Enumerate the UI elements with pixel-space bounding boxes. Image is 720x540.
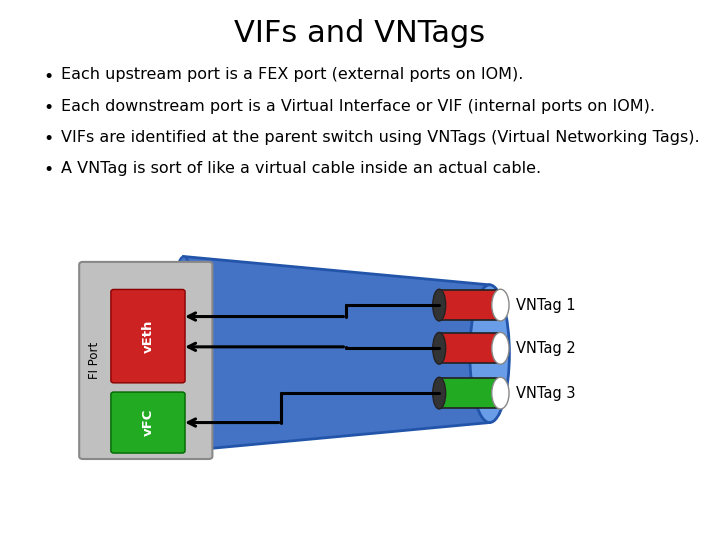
Ellipse shape <box>470 285 510 422</box>
Text: VNTag 3: VNTag 3 <box>516 386 576 401</box>
FancyBboxPatch shape <box>111 289 185 383</box>
FancyBboxPatch shape <box>79 262 212 459</box>
Text: FI Port: FI Port <box>88 342 101 379</box>
Bar <box>439 290 500 320</box>
Text: Each downstream port is a Virtual Interface or VIF (internal ports on IOM).: Each downstream port is a Virtual Interf… <box>61 99 655 114</box>
Text: Each upstream port is a FEX port (external ports on IOM).: Each upstream port is a FEX port (extern… <box>61 68 523 83</box>
Text: A VNTag is sort of like a virtual cable inside an actual cable.: A VNTag is sort of like a virtual cable … <box>61 161 541 177</box>
Ellipse shape <box>433 333 446 364</box>
Text: •: • <box>43 130 53 148</box>
Bar <box>439 378 500 408</box>
Text: VNTag 1: VNTag 1 <box>516 298 576 313</box>
Polygon shape <box>184 256 490 451</box>
Text: VIFs and VNTags: VIFs and VNTags <box>235 19 485 48</box>
Text: •: • <box>43 161 53 179</box>
Ellipse shape <box>492 333 509 364</box>
Text: vFC: vFC <box>141 409 155 436</box>
Text: VNTag 2: VNTag 2 <box>516 341 576 356</box>
Text: •: • <box>43 99 53 117</box>
Bar <box>439 333 500 363</box>
FancyBboxPatch shape <box>111 392 185 453</box>
Ellipse shape <box>492 377 509 409</box>
Ellipse shape <box>169 256 198 451</box>
Ellipse shape <box>433 377 446 409</box>
Text: •: • <box>43 68 53 85</box>
Text: VIFs are identified at the parent switch using VNTags (Virtual Networking Tags).: VIFs are identified at the parent switch… <box>61 130 700 145</box>
Text: vEth: vEth <box>141 320 155 353</box>
Ellipse shape <box>492 289 509 321</box>
Ellipse shape <box>433 289 446 321</box>
